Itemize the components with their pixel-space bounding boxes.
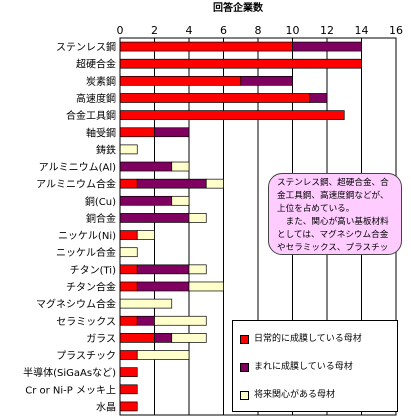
category-label: 炭素鋼 [86,75,116,88]
category-label: 超硬合金 [76,58,116,71]
legend-label-daily: 日常的に成膜している母材 [254,334,362,344]
bar-segment [136,178,207,189]
category-label: 高速度鋼 [76,92,116,105]
legend-label-rarely: まれに成膜している母材 [254,362,353,372]
bar-segment [119,213,190,223]
bar-segment [119,178,138,189]
bar-segment [119,41,293,52]
x-tick-labels: 0 2 4 6 8 10 12 14 16 [117,24,404,37]
x-tick-label: 6 [220,24,227,37]
bar-segment [119,367,138,378]
category-label: プラスチック [56,350,116,362]
bar-segment [119,247,138,258]
x-tick-label: 14 [355,24,369,37]
x-tick-label: 4 [186,24,193,37]
category-label: 鋳鉄 [96,143,116,156]
bar-segment [119,127,155,138]
bar-segment [119,384,138,395]
x-tick-label: 0 [117,24,124,37]
bar-segment [119,350,138,360]
bar-segment [119,75,242,86]
legend-label-future: 将来関心がある母材 [254,390,336,400]
bar-segment [154,333,173,343]
annotation-paragraph-1: ステンレス鋼、超硬合金、合金工具鋼、高速度鋼などが、上位を占めている。 [277,178,389,214]
bar-segment [119,195,173,206]
legend-swatch-rarely [240,362,249,372]
legend: 日常的に成膜している母材 まれに成膜している母材 将来関心がある母材 [232,320,398,412]
bar-segment [309,93,328,103]
legend-item-future: 将来関心がある母材 [240,389,335,401]
category-label: ニッケル(Ni) [58,230,116,242]
bar-segment [119,58,362,69]
bar-segment [171,161,190,172]
legend-item-daily: 日常的に成膜している母材 [240,333,362,345]
bar-segment [136,281,190,292]
category-label: ニッケル合金 [56,246,116,259]
x-tick-label: 12 [320,24,334,37]
category-label: アルミニウム合金 [36,178,116,191]
bar-segment [119,161,173,172]
category-label: アルミニウム(Al) [39,162,116,174]
category-label: ガラス [86,333,116,345]
category-label: チタン合金 [66,280,116,293]
bar-segment [119,264,138,275]
x-tick-label: 8 [255,24,262,37]
x-tick-label: 10 [286,24,300,37]
bar-segment [240,75,293,86]
legend-item-rarely: まれに成膜している母材 [240,361,353,373]
bar-segment [119,93,311,103]
bar-segment [136,350,190,360]
bar-segment [188,264,207,275]
bar-segment [136,230,155,240]
bar-segment [119,230,138,240]
x-tick-label: 2 [151,24,158,37]
bar-segment [154,127,190,138]
x-tick-label: 16 [389,24,403,37]
bar-segment [292,41,362,52]
bar-segment [205,178,224,189]
legend-swatch-daily [240,334,249,344]
chart-title: 回答企業数 [213,1,264,14]
category-label: Cr or Ni-P メッキ上 [25,384,116,396]
bar-segment [119,315,138,326]
annotation-paragraph-2: また、関心が高い基板材料としては、マグネシウム合金やセラミックス、プラスチックな… [277,217,389,253]
bar-segment [119,298,173,309]
bar-segment [188,213,207,223]
category-label: セラミックス [56,316,116,328]
bar-segment [171,333,207,343]
bar-segment [171,195,190,206]
category-label: チタン(Ti) [70,264,116,276]
bar-segment [188,281,224,292]
bar-segment [154,315,207,326]
annotation-callout: ステンレス鋼、超硬合金、合金工具鋼、高速度鋼などが、上位を占めている。 また、関… [268,173,402,255]
bar-segment [119,110,345,120]
category-label: 銅合金 [86,212,116,225]
category-label: 合金工具鋼 [66,109,116,122]
category-label: ステンレス鋼 [56,41,116,54]
bar-segment [119,281,138,292]
bar-segment [119,401,138,412]
bar-segment [119,333,155,343]
legend-swatch-future [240,390,249,400]
category-label: 銅(Cu) [85,195,116,208]
bar-segment [136,264,190,275]
category-label: マグネシウム合金 [36,298,116,311]
category-label: 水晶 [96,401,116,413]
category-label: 半導体(SiGaAsなど) [23,366,116,379]
category-label: 軸受鋼 [86,126,116,139]
bar-segment [119,144,138,155]
bar-series [119,41,362,412]
bar-segment [136,315,155,326]
